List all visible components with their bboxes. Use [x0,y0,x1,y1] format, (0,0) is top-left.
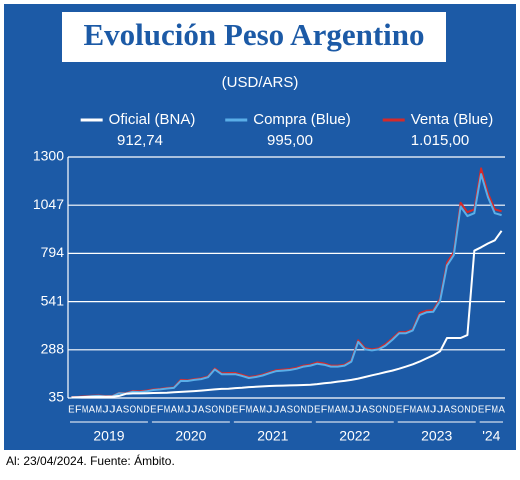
x-tick-label: D [143,405,149,416]
x-tick-label: J [266,405,272,416]
x-tick-label: A [498,405,505,416]
x-tick-label: A [444,405,451,416]
x-tick-label: A [171,405,178,416]
y-tick-label: 794 [41,244,65,260]
x-tick-label: S [451,405,458,416]
legend-label: Oficial (BNA) [109,111,196,128]
x-tick-label: M [328,405,334,416]
x-tick-label: J [191,405,197,416]
x-tick-label: N [382,405,388,416]
legend-label: Venta (Blue) [411,111,494,128]
series-line [71,173,502,399]
x-tick-label: E [314,405,321,416]
x-tick-label: F [485,405,491,416]
x-tick-label: J [184,405,190,416]
x-tick-label: A [334,405,341,416]
x-tick-label: M [492,405,498,416]
x-tick-label: N [218,405,224,416]
x-tick-label: N [464,405,470,416]
x-tick-label: O [293,405,300,416]
year-label: 2022 [339,428,370,444]
x-tick-label: J [273,405,279,416]
series-line [71,230,503,399]
legend-value: 912,74 [117,132,163,149]
x-tick-label: S [287,405,294,416]
year-label: 2021 [257,428,288,444]
x-tick-label: J [355,405,361,416]
x-tick-label: O [457,405,464,416]
x-tick-label: D [307,405,313,416]
chart-title: Evolución Peso Argentino [83,17,424,52]
x-tick-label: F [239,405,245,416]
x-tick-label: M [341,405,347,416]
x-tick-label: S [369,405,376,416]
x-tick-label: A [116,405,123,416]
year-label: 2019 [93,428,124,444]
x-tick-label: S [205,405,212,416]
x-tick-label: A [198,405,205,416]
x-tick-label: A [280,405,287,416]
year-label: '24 [482,428,500,444]
x-tick-label: O [375,405,382,416]
x-tick-label: F [321,405,327,416]
legend-value: 1.015,00 [411,132,469,149]
panel [4,4,516,450]
x-tick-label: D [225,405,231,416]
x-tick-label: E [478,405,485,416]
x-tick-label: M [423,405,429,416]
year-label: 2023 [421,428,452,444]
x-tick-label: M [82,405,88,416]
x-tick-label: D [389,405,395,416]
x-tick-label: N [300,405,306,416]
legend-value: 995,00 [267,132,313,149]
x-tick-label: O [130,405,137,416]
x-tick-label: J [430,405,436,416]
x-tick-label: A [416,405,423,416]
chart-subtitle: (USD/ARS) [222,74,299,91]
x-tick-label: S [123,405,130,416]
x-tick-label: N [136,405,142,416]
x-tick-label: M [259,405,265,416]
y-tick-label: 541 [41,292,65,308]
x-tick-label: J [437,405,443,416]
y-tick-label: 35 [48,389,64,405]
x-tick-label: F [75,405,81,416]
x-tick-label: M [164,405,170,416]
x-tick-label: F [157,405,163,416]
title-box [62,12,446,62]
x-tick-label: O [212,405,219,416]
y-tick-label: 1300 [33,148,64,164]
footer: Al: 23/04/2024. Fuente: Ámbito. [6,453,175,468]
x-tick-label: E [232,405,239,416]
x-tick-label: M [95,405,101,416]
x-tick-label: M [246,405,252,416]
x-tick-label: J [348,405,354,416]
y-tick-label: 288 [41,341,65,357]
x-tick-label: E [150,405,157,416]
x-tick-label: M [410,405,416,416]
year-label: 2020 [175,428,206,444]
x-tick-label: E [68,405,75,416]
x-tick-label: A [362,405,369,416]
x-tick-label: F [403,405,409,416]
x-tick-label: M [177,405,183,416]
legend-label: Compra (Blue) [253,111,351,128]
x-tick-label: J [109,405,115,416]
x-tick-label: J [102,405,108,416]
x-tick-label: A [89,405,96,416]
y-tick-label: 1047 [33,196,64,212]
x-tick-label: D [471,405,477,416]
x-tick-label: E [396,405,403,416]
x-tick-label: A [253,405,260,416]
